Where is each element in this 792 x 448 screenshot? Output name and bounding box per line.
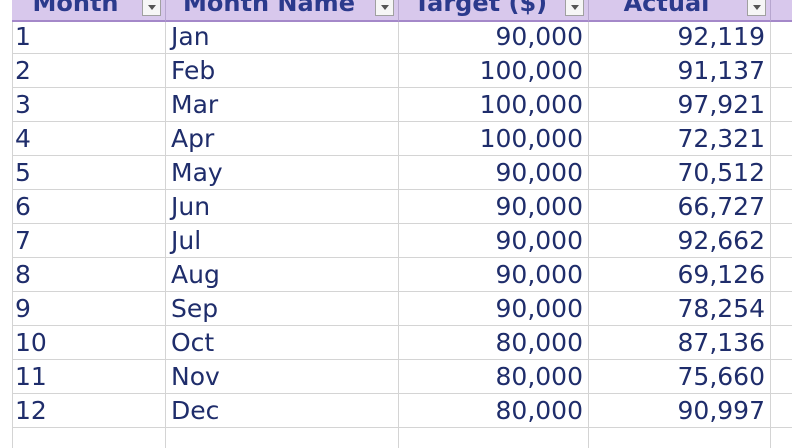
target-cell[interactable]: 90,000 — [399, 292, 589, 326]
column-header-label: Target ($) — [413, 0, 548, 17]
month-name-cell[interactable]: Jun — [166, 190, 399, 224]
target-cell[interactable]: 90,000 — [399, 224, 589, 258]
month-cell[interactable]: 5 — [12, 156, 166, 190]
column-header-label: Month — [32, 0, 119, 17]
column-header-target[interactable]: Target ($) — [399, 0, 589, 22]
month-name-cell[interactable]: Dec — [166, 394, 399, 428]
actual-cell[interactable]: 75,660 — [589, 360, 771, 394]
column-header-label: Actual — [623, 0, 710, 17]
empty-cell[interactable] — [12, 428, 166, 448]
column-header-extra — [771, 0, 792, 22]
month-name-cell[interactable]: Jul — [166, 224, 399, 258]
empty-cell[interactable] — [399, 428, 589, 448]
actual-cell[interactable]: 66,727 — [589, 190, 771, 224]
empty-cell[interactable] — [771, 122, 792, 156]
target-cell[interactable]: 100,000 — [399, 54, 589, 88]
month-name-cell[interactable]: Sep — [166, 292, 399, 326]
filter-dropdown-button[interactable] — [375, 0, 394, 16]
actual-cell[interactable]: 87,136 — [589, 326, 771, 360]
empty-cell[interactable] — [771, 292, 792, 326]
empty-cell[interactable] — [771, 190, 792, 224]
month-name-cell[interactable]: May — [166, 156, 399, 190]
target-cell[interactable]: 90,000 — [399, 190, 589, 224]
month-cell[interactable]: 4 — [12, 122, 166, 156]
target-cell[interactable]: 100,000 — [399, 122, 589, 156]
month-cell[interactable]: 1 — [12, 20, 166, 54]
month-name-cell[interactable]: Jan — [166, 20, 399, 54]
empty-cell[interactable] — [771, 224, 792, 258]
chevron-down-icon — [570, 5, 579, 10]
chevron-down-icon — [147, 5, 156, 10]
column-header-label: Month Name — [183, 0, 355, 17]
empty-cell[interactable] — [771, 88, 792, 122]
month-cell[interactable]: 7 — [12, 224, 166, 258]
filter-dropdown-button[interactable] — [747, 0, 766, 16]
column-header-month[interactable]: Month — [12, 0, 166, 22]
month-name-cell[interactable]: Oct — [166, 326, 399, 360]
target-cell[interactable]: 90,000 — [399, 156, 589, 190]
month-cell[interactable]: 3 — [12, 88, 166, 122]
month-cell[interactable]: 2 — [12, 54, 166, 88]
target-cell[interactable]: 100,000 — [399, 88, 589, 122]
actual-cell[interactable]: 78,254 — [589, 292, 771, 326]
month-cell[interactable]: 6 — [12, 190, 166, 224]
month-name-cell[interactable]: Feb — [166, 54, 399, 88]
actual-cell[interactable]: 90,997 — [589, 394, 771, 428]
month-name-cell[interactable]: Nov — [166, 360, 399, 394]
actual-cell[interactable]: 92,662 — [589, 224, 771, 258]
month-cell[interactable]: 10 — [12, 326, 166, 360]
empty-cell[interactable] — [771, 20, 792, 54]
empty-cell[interactable] — [771, 394, 792, 428]
column-header-month-name[interactable]: Month Name — [166, 0, 399, 22]
empty-cell[interactable] — [589, 428, 771, 448]
target-cell[interactable]: 90,000 — [399, 258, 589, 292]
empty-cell[interactable] — [166, 428, 399, 448]
actual-cell[interactable]: 70,512 — [589, 156, 771, 190]
month-cell[interactable]: 8 — [12, 258, 166, 292]
month-name-cell[interactable]: Aug — [166, 258, 399, 292]
target-cell[interactable]: 80,000 — [399, 394, 589, 428]
actual-cell[interactable]: 69,126 — [589, 258, 771, 292]
actual-cell[interactable]: 92,119 — [589, 20, 771, 54]
actual-cell[interactable]: 91,137 — [589, 54, 771, 88]
actual-cell[interactable]: 97,921 — [589, 88, 771, 122]
filter-dropdown-button[interactable] — [565, 0, 584, 16]
chevron-down-icon — [380, 5, 389, 10]
empty-cell[interactable] — [771, 326, 792, 360]
chevron-down-icon — [752, 5, 761, 10]
column-header-actual[interactable]: Actual — [589, 0, 771, 22]
row-header-strip — [0, 22, 13, 448]
month-cell[interactable]: 12 — [12, 394, 166, 428]
empty-cell[interactable] — [771, 428, 792, 448]
target-cell[interactable]: 80,000 — [399, 360, 589, 394]
empty-cell[interactable] — [771, 54, 792, 88]
empty-cell[interactable] — [771, 258, 792, 292]
data-table: Month Month Name Target ($) Actual 1 Jan 9… — [12, 0, 792, 448]
month-name-cell[interactable]: Apr — [166, 122, 399, 156]
month-name-cell[interactable]: Mar — [166, 88, 399, 122]
month-cell[interactable]: 11 — [12, 360, 166, 394]
empty-cell[interactable] — [771, 360, 792, 394]
month-cell[interactable]: 9 — [12, 292, 166, 326]
empty-cell[interactable] — [771, 156, 792, 190]
filter-dropdown-button[interactable] — [142, 0, 161, 16]
target-cell[interactable]: 80,000 — [399, 326, 589, 360]
actual-cell[interactable]: 72,321 — [589, 122, 771, 156]
target-cell[interactable]: 90,000 — [399, 20, 589, 54]
